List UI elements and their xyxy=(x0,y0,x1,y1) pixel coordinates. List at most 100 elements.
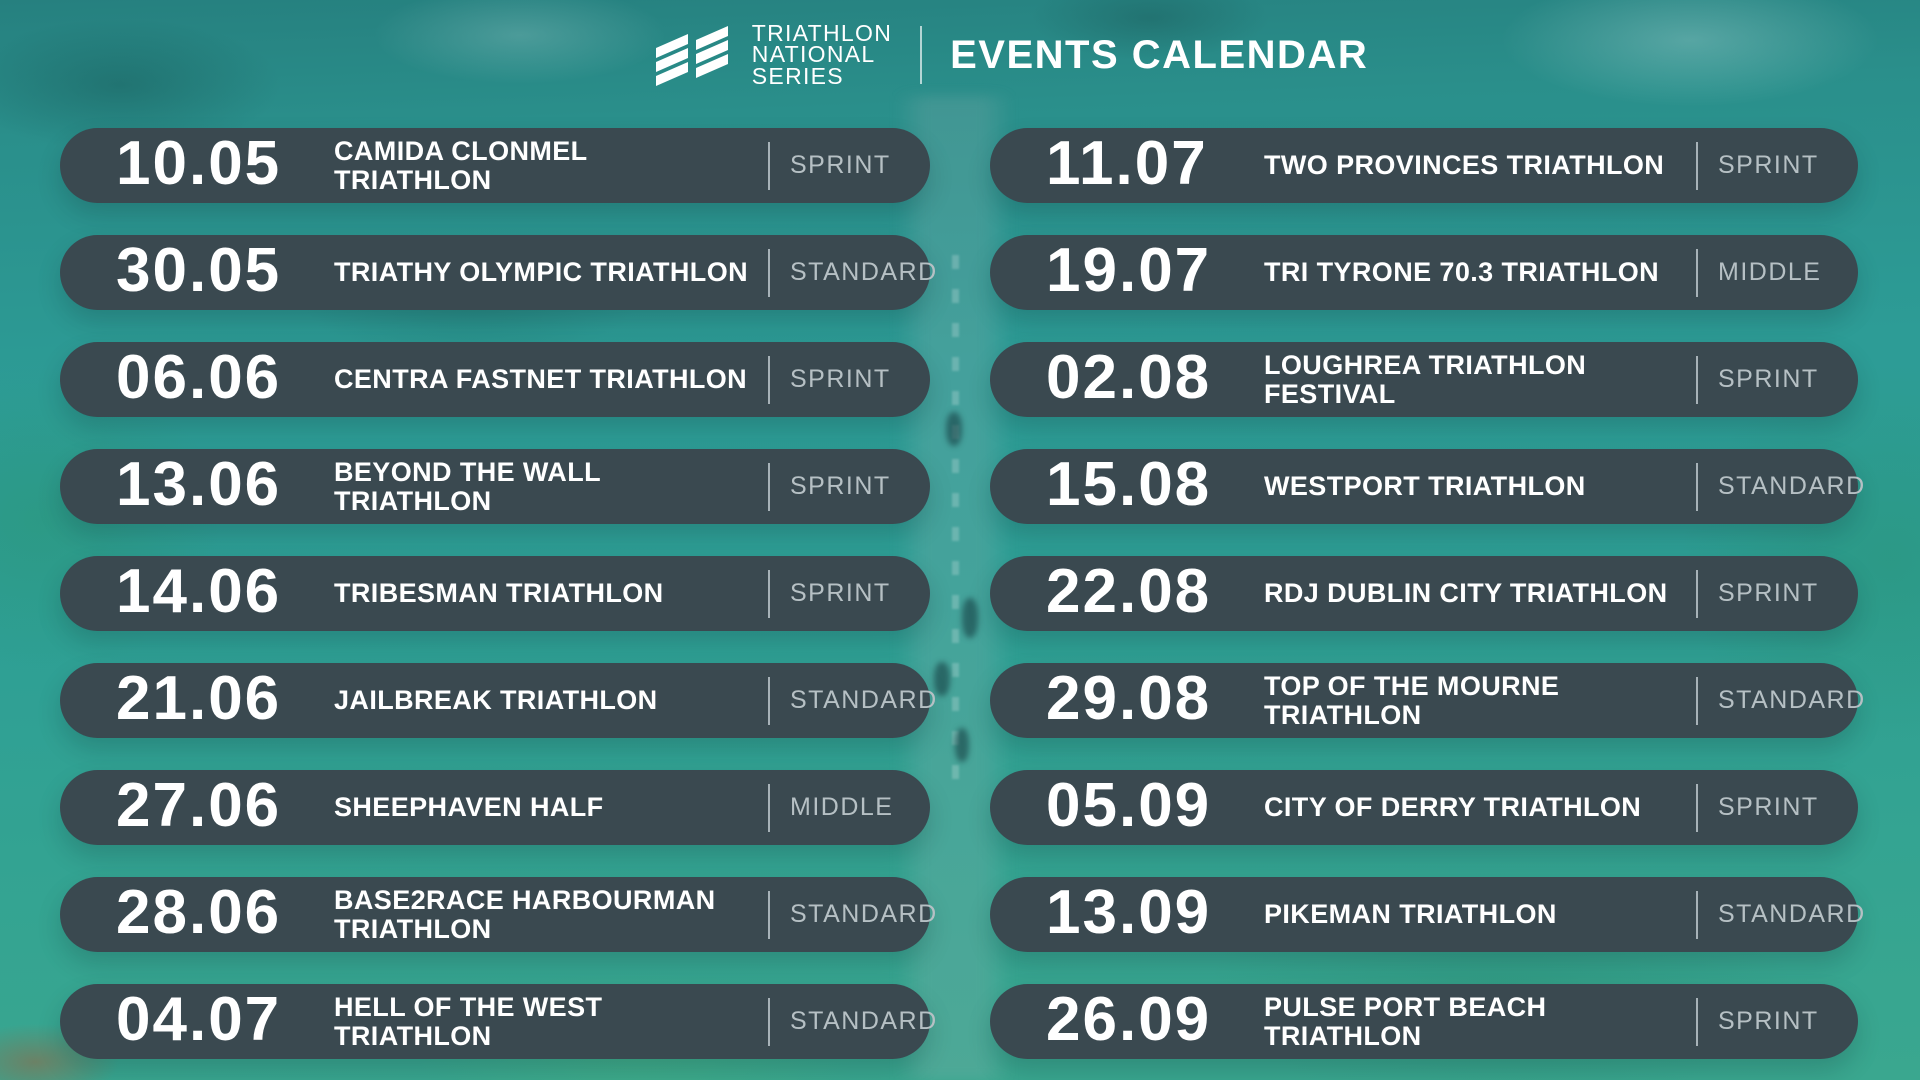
event-card-divider xyxy=(768,676,770,725)
event-card: 05.09 CITY OF DERRY TRIATHLON SPRINT xyxy=(990,770,1858,845)
event-category: STANDARD xyxy=(1718,472,1866,500)
road-center-line xyxy=(952,255,959,785)
event-category: STANDARD xyxy=(790,686,938,714)
event-card: 06.06 CENTRA FASTNET TRIATHLON SPRINT xyxy=(60,342,930,417)
event-card: 14.06 TRIBESMAN TRIATHLON SPRINT xyxy=(60,556,930,631)
event-card-divider xyxy=(1696,783,1698,832)
event-category: STANDARD xyxy=(790,258,938,286)
event-card-divider xyxy=(1696,569,1698,618)
event-card-divider xyxy=(768,997,770,1046)
header: TRIATHLON NATIONAL SERIES EVENTS CALENDA… xyxy=(51,22,1920,88)
event-name: TRI TYRONE 70.3 TRIATHLON xyxy=(1264,257,1660,287)
cyclist-figure xyxy=(955,728,969,762)
page-title: EVENTS CALENDAR xyxy=(950,32,1369,77)
event-name: SHEEPHAVEN HALF xyxy=(334,792,604,822)
event-date: 10.05 xyxy=(116,128,282,198)
event-card: 27.06 SHEEPHAVEN HALF MIDDLE xyxy=(60,770,930,845)
event-card-divider xyxy=(1696,890,1698,939)
event-name: TOP OF THE MOURNE TRIATHLON xyxy=(1264,670,1560,730)
event-category: STANDARD xyxy=(1718,900,1866,928)
event-name: LOUGHREA TRIATHLON FESTIVAL xyxy=(1264,349,1587,409)
cyclist-figure xyxy=(962,598,978,638)
event-category: SPRINT xyxy=(1718,793,1819,821)
event-date: 02.08 xyxy=(1046,342,1212,412)
event-category: SPRINT xyxy=(1718,151,1819,179)
event-category: STANDARD xyxy=(790,900,938,928)
event-name: PIKEMAN TRIATHLON xyxy=(1264,899,1557,929)
events-grid: 10.05 CAMIDA CLONMEL TRIATHLON SPRINT 30… xyxy=(60,128,1866,1059)
event-name: TRIATHY OLYMPIC TRIATHLON xyxy=(334,257,748,287)
event-name: BASE2RACE HARBOURMAN TRIATHLON xyxy=(334,884,716,944)
event-card: 21.06 JAILBREAK TRIATHLON STANDARD xyxy=(60,663,938,738)
event-name: HELL OF THE WEST TRIATHLON xyxy=(334,991,603,1051)
event-date: 26.09 xyxy=(1046,984,1212,1054)
event-category: SPRINT xyxy=(790,151,891,179)
event-card: 29.08 TOP OF THE MOURNE TRIATHLON STANDA… xyxy=(990,663,1866,738)
logo-line-3: SERIES xyxy=(751,62,844,89)
event-date: 19.07 xyxy=(1046,235,1212,305)
event-card-divider xyxy=(768,783,770,832)
event-category: STANDARD xyxy=(790,1007,938,1035)
event-category: MIDDLE xyxy=(790,793,894,821)
event-name: JAILBREAK TRIATHLON xyxy=(334,685,658,715)
event-name: CAMIDA CLONMEL TRIATHLON xyxy=(334,135,588,195)
event-card: 22.08 RDJ DUBLIN CITY TRIATHLON SPRINT xyxy=(990,556,1858,631)
event-card-divider xyxy=(768,141,770,190)
event-card-divider xyxy=(768,890,770,939)
event-card-divider xyxy=(768,462,770,511)
event-date: 22.08 xyxy=(1046,556,1212,626)
cyclist-figure xyxy=(934,662,950,696)
event-name: PULSE PORT BEACH TRIATHLON xyxy=(1264,991,1547,1051)
event-date: 04.07 xyxy=(116,984,282,1054)
event-name: TRIBESMAN TRIATHLON xyxy=(334,578,664,608)
event-name: TWO PROVINCES TRIATHLON xyxy=(1264,150,1665,180)
event-date: 05.09 xyxy=(1046,770,1212,840)
event-card: 04.07 HELL OF THE WEST TRIATHLON STANDAR… xyxy=(60,984,938,1059)
event-name: CENTRA FASTNET TRIATHLON xyxy=(334,364,748,394)
cyclist-figure xyxy=(946,412,962,446)
event-card-divider xyxy=(768,569,770,618)
event-category: STANDARD xyxy=(1718,686,1866,714)
event-card-divider xyxy=(1696,141,1698,190)
event-category: SPRINT xyxy=(1718,579,1819,607)
event-name: WESTPORT TRIATHLON xyxy=(1264,471,1586,501)
event-card: 10.05 CAMIDA CLONMEL TRIATHLON SPRINT xyxy=(60,128,930,203)
event-card-divider xyxy=(1696,355,1698,404)
logo-line-1: TRIATHLON xyxy=(751,19,893,46)
event-category: SPRINT xyxy=(1718,365,1819,393)
event-date: 13.06 xyxy=(116,449,282,519)
event-card-divider xyxy=(768,248,770,297)
event-date: 21.06 xyxy=(116,663,282,733)
event-card-divider xyxy=(1696,248,1698,297)
event-card-divider xyxy=(768,355,770,404)
event-card-divider xyxy=(1696,676,1698,725)
event-date: 11.07 xyxy=(1046,128,1208,198)
event-card-divider xyxy=(1696,997,1698,1046)
event-date: 28.06 xyxy=(116,877,282,947)
header-divider xyxy=(920,26,923,84)
event-card-divider xyxy=(1696,462,1698,511)
event-card: 19.07 TRI TYRONE 70.3 TRIATHLON MIDDLE xyxy=(990,235,1858,310)
event-date: 29.08 xyxy=(1046,663,1212,733)
event-card: 28.06 BASE2RACE HARBOURMAN TRIATHLON STA… xyxy=(60,877,938,952)
event-name: BEYOND THE WALL TRIATHLON xyxy=(334,456,601,516)
event-card: 13.09 PIKEMAN TRIATHLON STANDARD xyxy=(990,877,1866,952)
event-category: SPRINT xyxy=(790,579,891,607)
event-category: SPRINT xyxy=(790,365,891,393)
event-card: 30.05 TRIATHY OLYMPIC TRIATHLON STANDARD xyxy=(60,235,938,310)
logo-line-2: NATIONAL xyxy=(751,41,876,68)
event-category: SPRINT xyxy=(790,472,891,500)
event-card: 11.07 TWO PROVINCES TRIATHLON SPRINT xyxy=(990,128,1858,203)
triathlon-series-logo-icon xyxy=(655,26,728,86)
event-card: 15.08 WESTPORT TRIATHLON STANDARD xyxy=(990,449,1866,524)
event-date: 06.06 xyxy=(116,342,282,412)
event-category: MIDDLE xyxy=(1718,258,1822,286)
logo-wordmark: TRIATHLON NATIONAL SERIES xyxy=(751,19,893,89)
event-card: 02.08 LOUGHREA TRIATHLON FESTIVAL SPRINT xyxy=(990,342,1858,417)
event-card: 13.06 BEYOND THE WALL TRIATHLON SPRINT xyxy=(60,449,930,524)
event-name: CITY OF DERRY TRIATHLON xyxy=(1264,792,1642,822)
event-card: 26.09 PULSE PORT BEACH TRIATHLON SPRINT xyxy=(990,984,1858,1059)
event-date: 15.08 xyxy=(1046,449,1212,519)
event-date: 13.09 xyxy=(1046,877,1212,947)
event-date: 27.06 xyxy=(116,770,282,840)
